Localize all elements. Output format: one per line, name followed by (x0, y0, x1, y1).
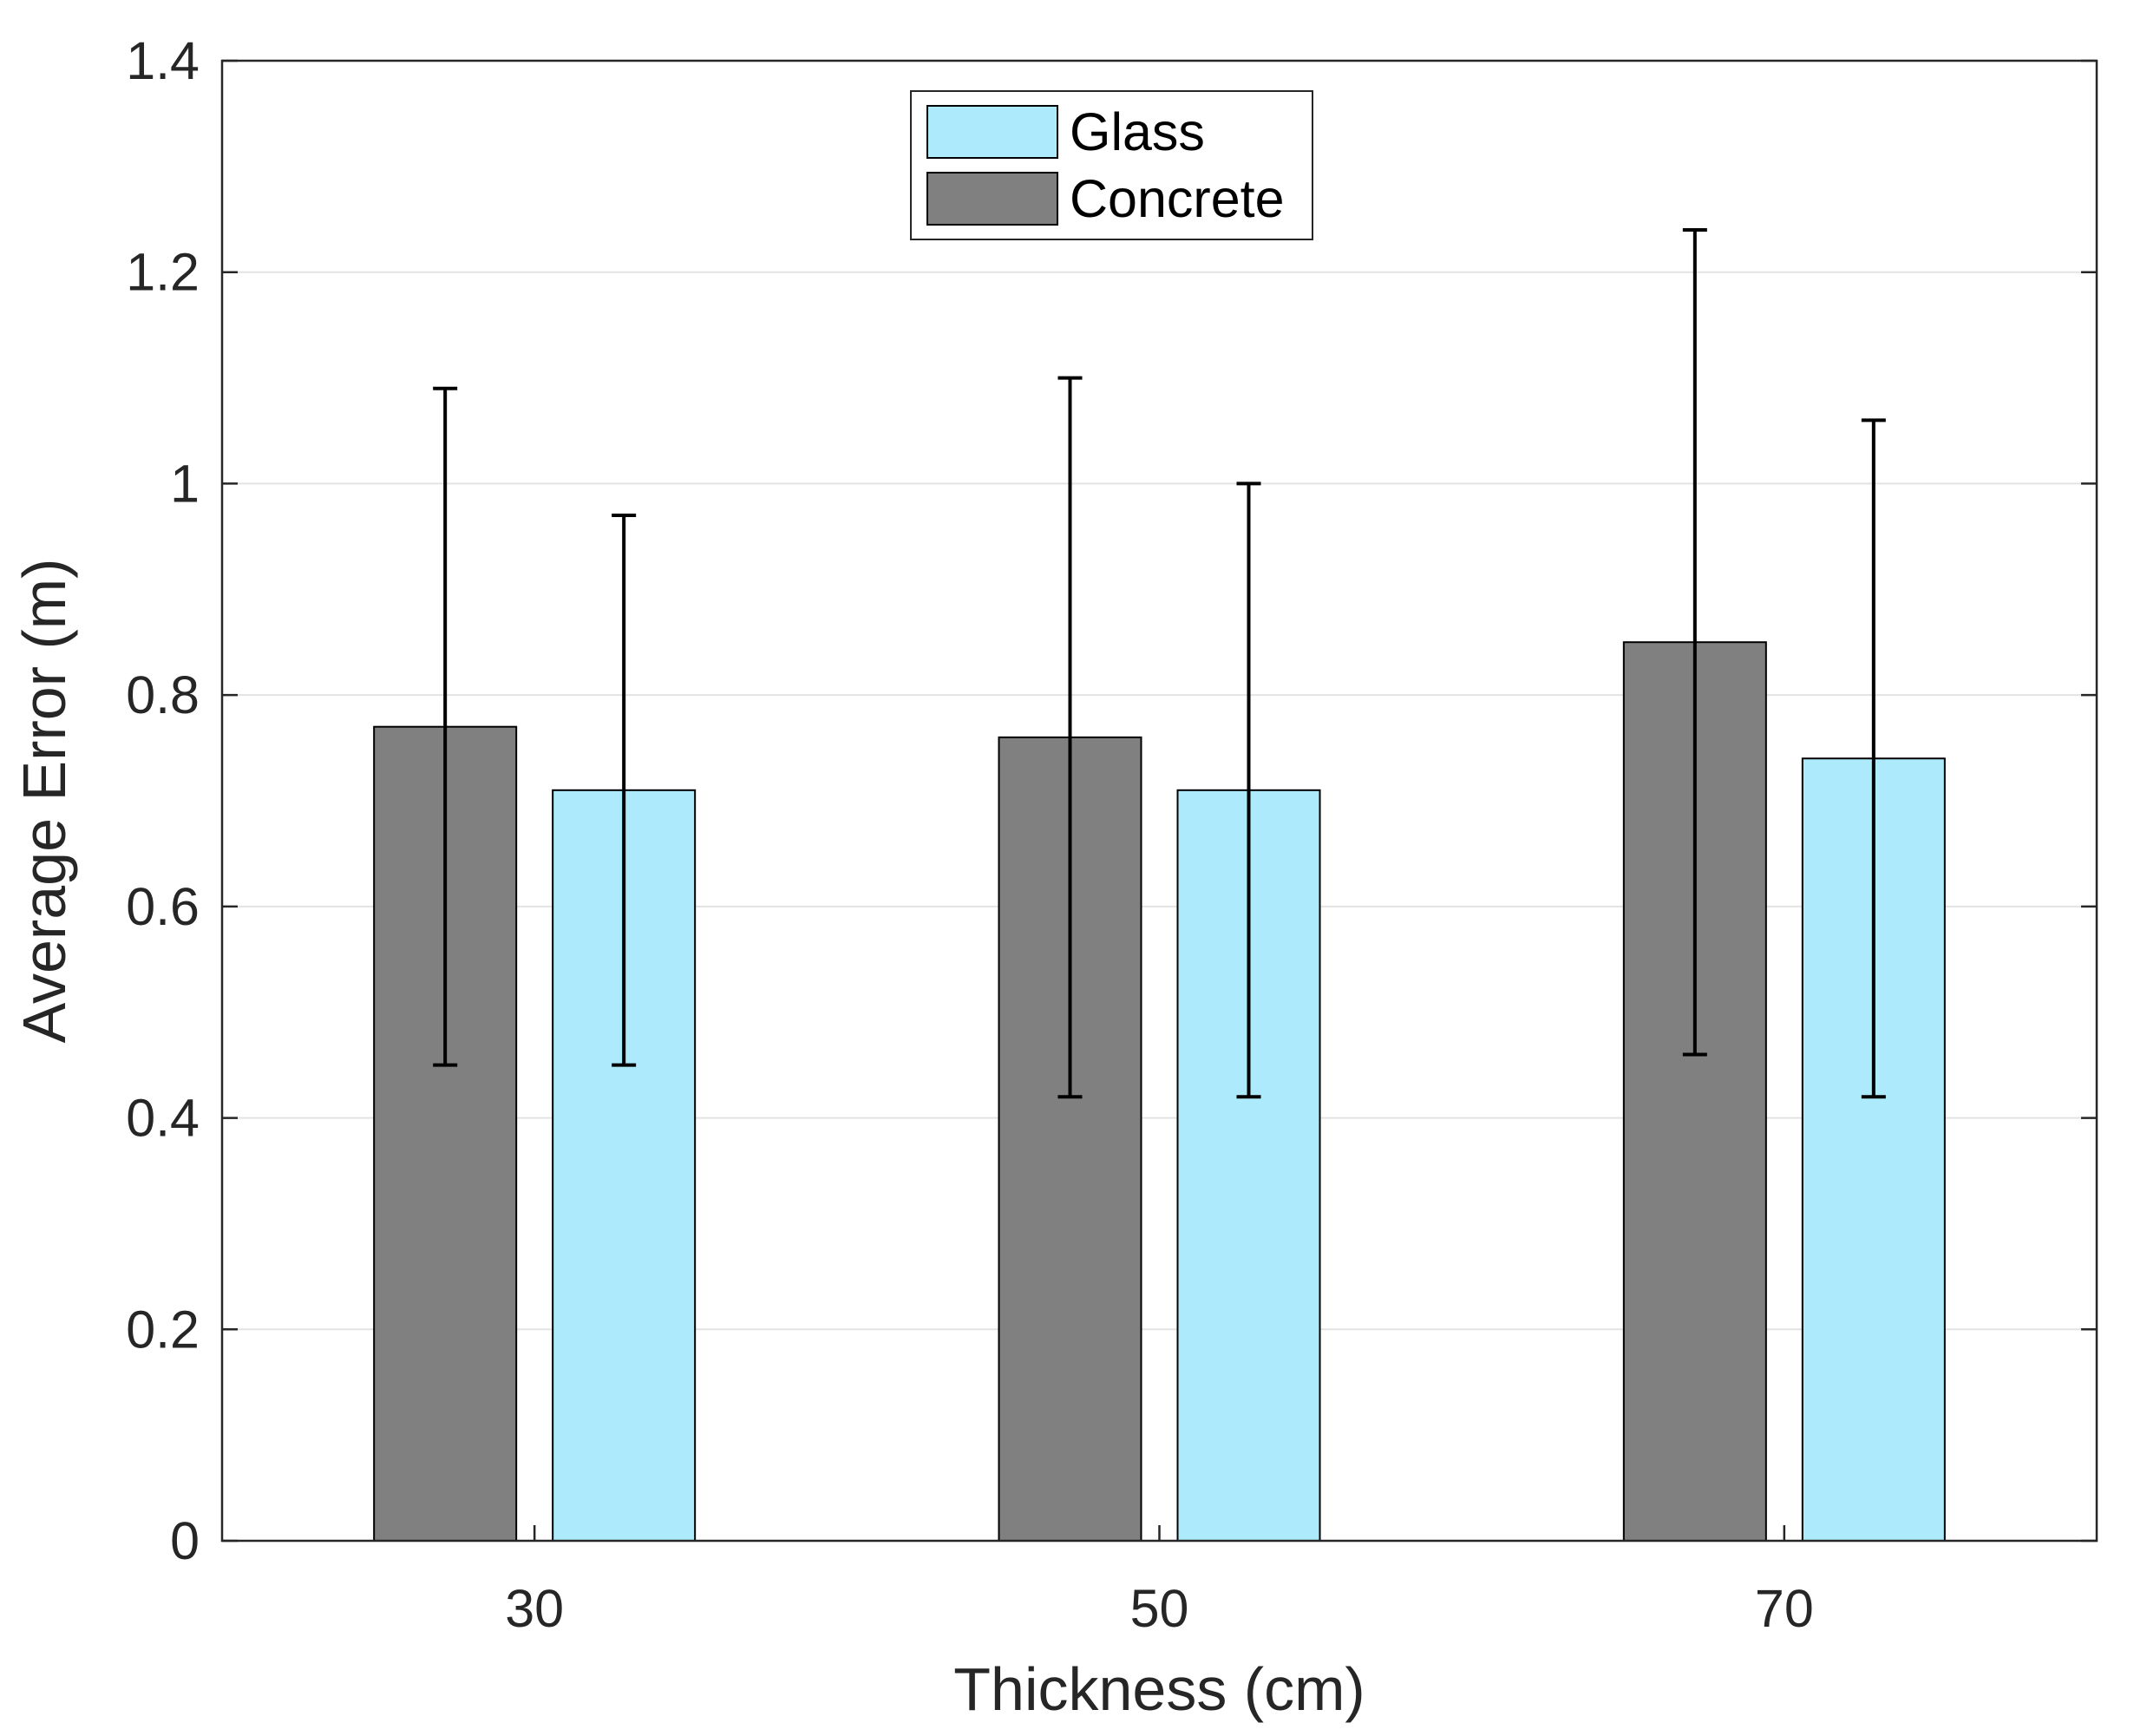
y-tick-label: 1 (170, 454, 200, 513)
y-tick-label: 0 (170, 1511, 200, 1570)
x-tick-label: 50 (1130, 1579, 1189, 1638)
y-tick-label: 1.2 (126, 243, 200, 302)
x-tick-label: 30 (505, 1579, 564, 1638)
legend-label-glass: Glass (1070, 102, 1205, 161)
x-tick-label: 70 (1755, 1579, 1814, 1638)
y-tick-label: 0.2 (126, 1300, 200, 1359)
x-axis-ticks: 30 50 70 (505, 1525, 1814, 1638)
x-axis-label: Thickness (cm) (953, 1655, 1365, 1723)
legend-swatch-concrete (926, 172, 1058, 226)
bars (373, 641, 1946, 1543)
error-bars (433, 227, 1886, 1099)
y-axis-ticks: 0 0.2 0.4 0.6 0.8 1 1.2 1.4 (126, 31, 2097, 1570)
y-tick-label: 0.4 (126, 1089, 200, 1148)
y-tick-label: 1.4 (126, 31, 200, 90)
gridlines (222, 271, 2097, 1331)
legend-label-concrete: Concrete (1070, 169, 1285, 228)
y-axis-label: Average Error (m) (10, 559, 78, 1044)
legend: Glass Concrete (910, 90, 1313, 240)
legend-swatch-glass (926, 105, 1058, 159)
y-tick-label: 0.6 (126, 877, 200, 936)
y-tick-label: 0.8 (126, 665, 200, 724)
